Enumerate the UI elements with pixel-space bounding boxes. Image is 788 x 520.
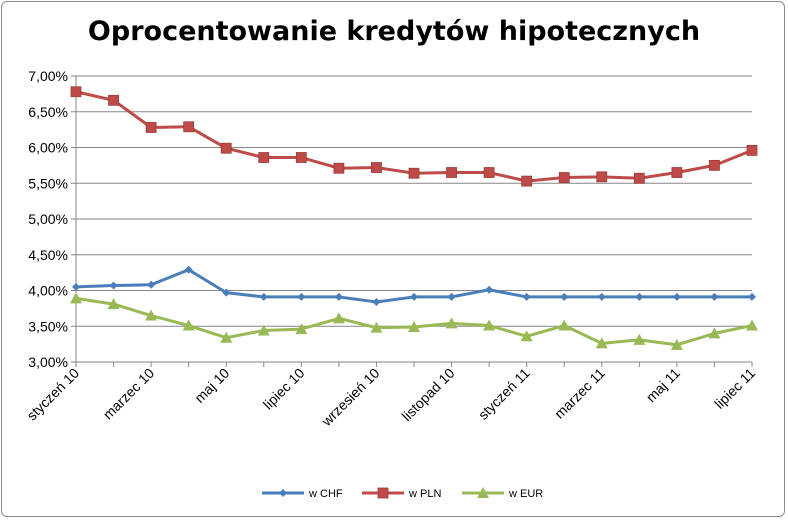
series-w-chf — [72, 265, 756, 306]
data-point — [522, 292, 531, 301]
data-point — [408, 167, 420, 179]
data-point — [445, 317, 458, 329]
x-tick-label: marzec 11 — [551, 365, 608, 422]
data-point — [70, 292, 82, 304]
x-axis-ticks: styczeń 10 marzec 10 maj 10 lipiec 10 wrzesi… — [23, 362, 758, 430]
y-tick-label: 5,00% — [28, 211, 68, 227]
data-point — [220, 331, 233, 343]
series-w-eur — [70, 292, 758, 350]
y-tick-label: 7,00% — [28, 68, 68, 84]
data-point — [109, 281, 118, 290]
data-point — [671, 167, 683, 178]
data-point — [520, 330, 533, 342]
data-point — [257, 324, 270, 336]
data-point — [635, 292, 644, 301]
data-point — [521, 175, 533, 187]
gridlines — [76, 75, 752, 327]
data-point — [446, 167, 457, 178]
x-tick-label: wrzesień 10 — [318, 365, 383, 430]
y-tick-label: 4,50% — [28, 247, 68, 263]
x-tick-label: lipiec 11 — [711, 365, 758, 412]
y-tick-label: 6,00% — [28, 140, 68, 156]
data-point — [372, 297, 381, 306]
data-point — [447, 292, 456, 301]
series-group — [70, 86, 758, 350]
data-point — [596, 171, 608, 183]
x-tick-label: marzec 10 — [100, 365, 158, 423]
chart-title: Oprocentowanie kredytów hipotecznych — [87, 16, 701, 47]
data-point — [477, 487, 489, 498]
data-point — [108, 94, 119, 106]
data-point — [748, 292, 756, 301]
data-point — [279, 489, 287, 497]
data-point — [259, 292, 268, 301]
data-point — [220, 142, 232, 154]
data-point — [183, 121, 195, 133]
data-point — [597, 292, 606, 301]
data-point — [558, 319, 571, 331]
data-point — [222, 288, 231, 297]
x-tick-label: styczeń 10 — [23, 365, 82, 424]
data-point — [147, 280, 156, 289]
data-point — [485, 285, 494, 294]
data-point — [333, 162, 345, 174]
y-axis-ticks: 3,00% 3,50% 4,00% 4,50% 5,00% 5,50% 6,00% 6,50%… — [28, 68, 76, 370]
y-tick-label: 3,00% — [28, 354, 68, 370]
y-tick-label: 6,50% — [28, 104, 68, 120]
series-w-pln — [70, 86, 758, 187]
data-point — [672, 292, 681, 301]
data-point — [72, 282, 80, 291]
legend-entry: w CHF — [262, 488, 343, 500]
x-tick-label: styczeń 11 — [475, 365, 533, 423]
data-point — [746, 319, 758, 331]
x-tick-label: listopad 10 — [398, 365, 457, 424]
data-point — [633, 172, 645, 184]
data-point — [258, 152, 270, 163]
legend-entry: w PLN — [362, 487, 441, 500]
data-point — [371, 162, 382, 173]
data-point — [709, 159, 720, 171]
data-point — [297, 292, 306, 301]
data-point — [483, 167, 495, 178]
data-point — [708, 327, 721, 339]
data-point — [370, 321, 383, 333]
x-tick-label: maj 11 — [643, 365, 683, 405]
y-tick-label: 5,50% — [28, 175, 68, 191]
data-point — [334, 292, 343, 301]
legend-label: w CHF — [308, 488, 343, 500]
data-point — [670, 338, 683, 350]
y-tick-label: 4,00% — [28, 283, 68, 299]
legend-label: w PLN — [408, 488, 441, 500]
y-tick-label: 3,50% — [28, 318, 68, 334]
data-point — [377, 487, 389, 499]
data-point — [295, 152, 307, 163]
data-point — [746, 144, 758, 156]
data-point — [184, 265, 193, 274]
data-point — [70, 86, 82, 98]
data-point — [145, 309, 158, 321]
data-point — [710, 292, 719, 301]
data-point — [558, 172, 570, 183]
data-point — [408, 320, 420, 332]
legend: w CHF w PLN w EUR — [262, 487, 543, 500]
data-point — [410, 292, 418, 301]
data-point — [182, 319, 195, 331]
series-line — [75, 90, 753, 183]
x-tick-label: maj 10 — [191, 365, 232, 406]
data-point — [560, 292, 569, 301]
data-point — [483, 319, 496, 331]
data-point — [595, 337, 608, 349]
legend-entry: w EUR — [462, 487, 543, 500]
data-point — [332, 312, 345, 324]
x-tick-label: lipiec 10 — [260, 365, 308, 413]
data-point — [633, 333, 646, 345]
data-point — [107, 298, 120, 310]
data-point — [145, 122, 157, 133]
data-point — [295, 323, 308, 335]
legend-label: w EUR — [508, 488, 543, 500]
